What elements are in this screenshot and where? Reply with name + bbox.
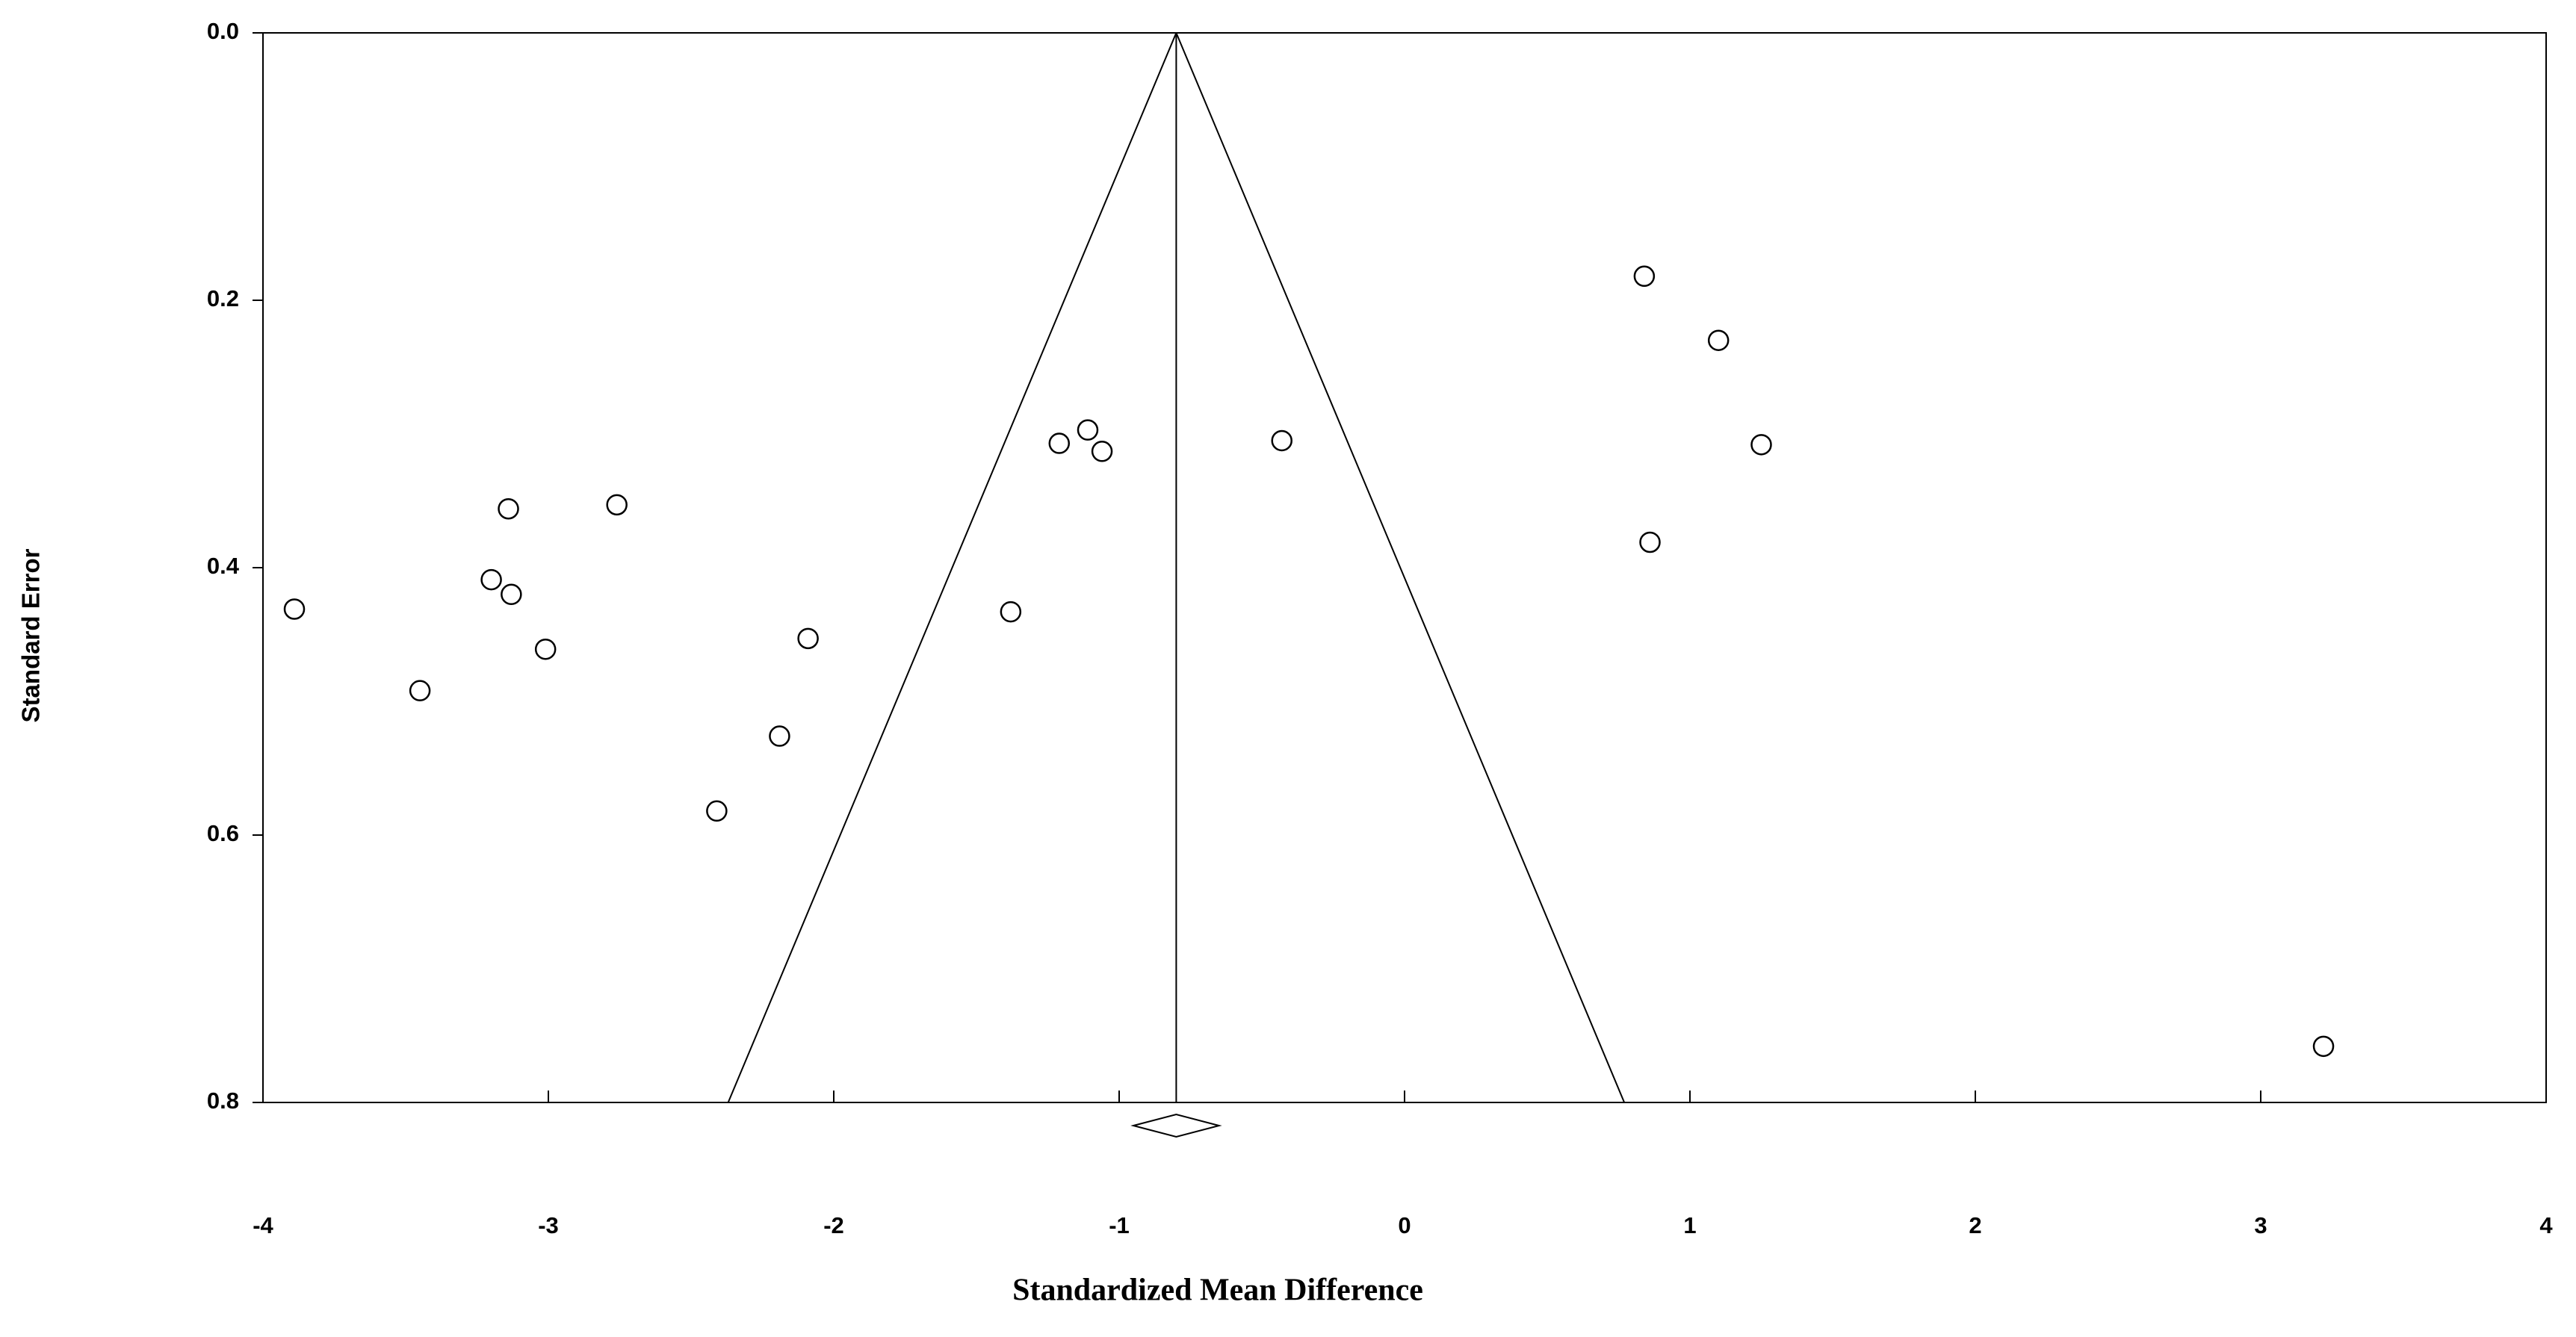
- x-tick-label: 2: [1969, 1212, 1981, 1238]
- x-tick-label: -1: [1109, 1212, 1130, 1238]
- study-point: [1639, 531, 1661, 553]
- summary-diamond: [1130, 1113, 1222, 1138]
- x-tick-label: -4: [253, 1212, 273, 1238]
- x-tick-label: -2: [823, 1212, 844, 1238]
- x-tick-label: 0: [1398, 1212, 1411, 1238]
- study-point: [501, 583, 522, 606]
- x-axis-title: Standardized Mean Difference: [1012, 1274, 1423, 1308]
- study-point: [409, 680, 431, 701]
- study-point: [283, 598, 306, 620]
- study-point: [480, 568, 502, 591]
- x-tick-label: 3: [2254, 1212, 2267, 1238]
- study-point: [1707, 329, 1730, 351]
- x-tick-label: 1: [1683, 1212, 1696, 1238]
- y-tick-label: 0.2: [207, 285, 239, 311]
- study-point: [1077, 419, 1099, 441]
- study-point: [1000, 601, 1022, 623]
- study-point: [797, 627, 819, 650]
- y-axis-title: Standard Error: [17, 548, 45, 722]
- y-tick-label: 0.8: [207, 1088, 239, 1114]
- study-point: [1048, 432, 1071, 454]
- study-point: [1091, 441, 1113, 462]
- x-tick-label: -3: [538, 1212, 559, 1238]
- y-tick-label: 0.0: [207, 18, 239, 44]
- study-point: [1750, 434, 1772, 456]
- y-tick-label: 0.4: [207, 553, 240, 579]
- funnel-line: [1175, 32, 1626, 1103]
- study-point: [1633, 265, 1656, 288]
- plot-frame: [262, 32, 2547, 1103]
- study-point: [606, 494, 628, 516]
- funnel-line: [727, 32, 1177, 1103]
- y-tick-label: 0.6: [207, 820, 239, 846]
- study-point: [498, 497, 519, 520]
- study-point: [769, 725, 790, 747]
- study-point: [534, 638, 557, 660]
- study-point: [2312, 1035, 2335, 1058]
- study-point: [1271, 429, 1292, 452]
- study-point: [706, 800, 728, 822]
- x-tick-label: 4: [2539, 1212, 2553, 1238]
